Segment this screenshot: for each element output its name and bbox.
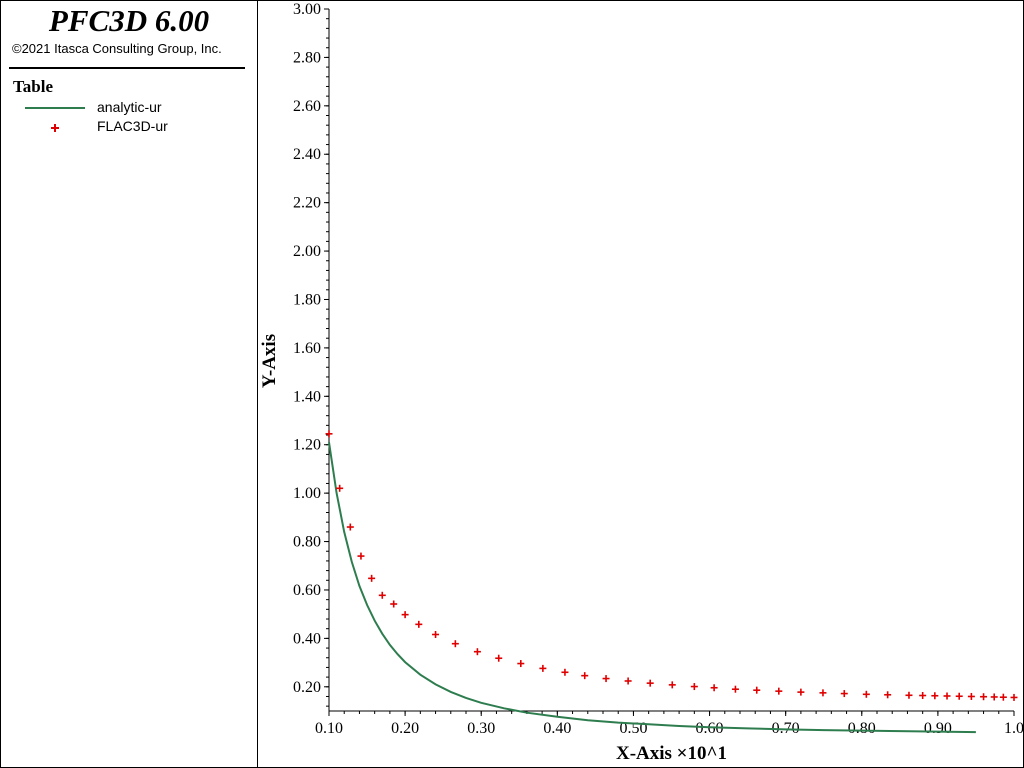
flac3d-ur-point (415, 620, 423, 628)
flac3d-ur-point (561, 668, 569, 676)
flac3d-ur-point (390, 600, 398, 608)
flac3d-ur-point (432, 631, 440, 639)
x-tick-label: 0.20 (391, 720, 419, 737)
y-axis-title: Y-Axis (259, 334, 280, 388)
y-tick-label: 0.40 (293, 630, 321, 647)
y-tick-label: 2.00 (293, 243, 321, 260)
y-tick-label: 2.20 (293, 195, 321, 212)
flac3d-ur-point (862, 690, 870, 698)
flac3d-ur-point (602, 675, 610, 683)
x-tick-label: 0.10 (315, 720, 343, 737)
flac3d-ur-point (980, 693, 988, 701)
y-tick-label: 0.80 (293, 534, 321, 551)
legend-panel: PFC3D 6.00 ©2021 Itasca Consulting Group… (1, 1, 258, 767)
x-tick-label: 0.90 (924, 720, 952, 737)
copyright-text: ©2021 Itasca Consulting Group, Inc. (12, 41, 222, 56)
flac3d-ur-point (797, 688, 805, 696)
chart-area: 0.20 0.40 0.60 0.80 1.00 1.20 1.40 1.60 1.80 2.00… (259, 1, 1024, 764)
flac3d-ur-point (690, 683, 698, 691)
analytic-ur-line (328, 442, 976, 734)
title-divider (9, 67, 245, 69)
flac3d-ur-point (495, 654, 503, 662)
flac3d-ur-point (999, 693, 1007, 701)
flac3d-ur-point (581, 672, 589, 680)
y-tick-label: 1.40 (293, 388, 321, 405)
x-axis-title: X-Axis ×10^1 (616, 743, 727, 764)
y-tick-label: 2.60 (293, 98, 321, 115)
y-tick-label: 1.20 (293, 437, 321, 454)
y-tick-label: 0.20 (293, 679, 321, 696)
flac3d-ur-point (943, 692, 951, 700)
x-tick-label: 0.60 (696, 720, 724, 737)
flac3d-ur-point (336, 484, 344, 492)
series-layer (325, 430, 1018, 734)
plus-marker-icon (51, 124, 59, 132)
axes: 0.20 0.40 0.60 0.80 1.00 1.20 1.40 1.60 1.80 2.00… (293, 1, 1024, 737)
y-tick-label: 1.60 (293, 340, 321, 357)
flac3d-ur-point (884, 691, 892, 699)
flac3d-ur-point (990, 693, 998, 701)
x-tick-label: 0.80 (848, 720, 876, 737)
legend-label: FLAC3D-ur (97, 118, 168, 134)
y-tick-label: 0.60 (293, 582, 321, 599)
flac3d-ur-point (731, 685, 739, 693)
flac3d-ur-point (473, 648, 481, 656)
flac3d-ur-point (931, 692, 939, 700)
flac3d-ur-point (840, 690, 848, 698)
line-symbol-icon (25, 107, 85, 109)
flac3d-ur-point (967, 692, 975, 700)
flac3d-ur-point (710, 684, 718, 692)
y-tick-label: 3.00 (293, 1, 321, 18)
flac3d-ur-point (539, 664, 547, 672)
x-tick-label: 0.30 (467, 720, 495, 737)
flac3d-ur-point (346, 523, 354, 531)
flac3d-ur-point (401, 611, 409, 619)
x-tick-label: 1.0 (1004, 720, 1024, 737)
flac3d-ur-point (624, 677, 632, 685)
y-tick-label: 2.40 (293, 146, 321, 163)
legend-heading: Table (13, 77, 54, 96)
flac3d-ur-point (368, 574, 376, 582)
flac3d-ur-point (819, 689, 827, 697)
y-tick-label: 1.80 (293, 291, 321, 308)
flac3d-ur-point (668, 681, 676, 689)
flac3d-ur-point (517, 660, 525, 668)
y-tick-label: 1.00 (293, 485, 321, 502)
app-title: PFC3D 6.00 (48, 3, 210, 38)
flac3d-ur-point (1010, 693, 1018, 701)
flac3d-ur-point (955, 692, 963, 700)
flac3d-ur-point (378, 591, 386, 599)
legend-label: analytic-ur (97, 99, 162, 115)
flac3d-ur-point (325, 430, 333, 438)
flac3d-ur-point (775, 687, 783, 695)
flac3d-ur-point (451, 640, 459, 648)
flac3d-ur-point (357, 552, 365, 560)
flac3d-ur-point (646, 679, 654, 687)
flac3d-ur-point (919, 692, 927, 700)
y-tick-label: 2.80 (293, 49, 321, 66)
flac3d-ur-point (905, 691, 913, 699)
x-tick-label: 0.40 (543, 720, 571, 737)
flac3d-ur-point (753, 686, 761, 694)
